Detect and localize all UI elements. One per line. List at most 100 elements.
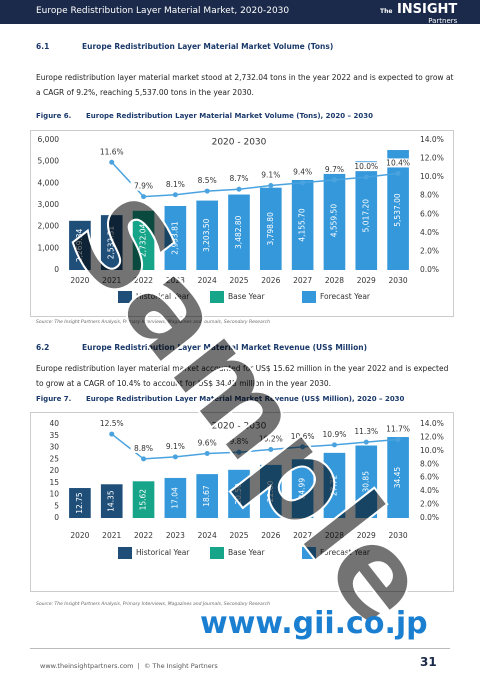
- x-tick-label: 2028: [325, 531, 344, 540]
- legend-swatch: [118, 291, 132, 303]
- legend-swatch: [118, 547, 132, 559]
- section-title: Europe Redistribution Layer Material Mar…: [82, 42, 334, 51]
- figure-title: Europe Redistribution Layer Material Mar…: [86, 112, 373, 120]
- bar: [291, 179, 314, 270]
- value-label: 8.1%: [166, 180, 185, 189]
- growth-marker: [236, 186, 242, 192]
- growth-marker: [268, 447, 274, 453]
- growth-marker: [109, 431, 115, 437]
- label-bg: [194, 438, 221, 448]
- growth-marker: [204, 451, 210, 457]
- x-tick-label: 2026: [261, 531, 280, 540]
- value-label: 14.35: [107, 490, 116, 512]
- footer-separator: |: [137, 662, 140, 670]
- value-label: 4,559.50: [329, 204, 338, 238]
- bar: [100, 484, 123, 518]
- value-label: 11.7%: [386, 424, 410, 433]
- label-bg: [289, 167, 316, 177]
- value-label: 9.1%: [166, 442, 185, 451]
- value-label: 30.85: [361, 471, 370, 493]
- x-tick-label: 2021: [102, 276, 121, 285]
- legend-label: Historical Year: [136, 292, 190, 301]
- y2-tick-label: 10.0%: [420, 446, 444, 455]
- growth-marker: [331, 177, 337, 183]
- bar: [164, 206, 187, 270]
- y2-tick-label: 12.0%: [420, 432, 444, 441]
- y-tick-label: 5: [54, 501, 59, 510]
- x-tick-label: 2028: [325, 276, 344, 285]
- growth-marker: [109, 159, 115, 165]
- growth-marker: [141, 194, 147, 200]
- logo-main: INSIGHT: [396, 2, 458, 17]
- y-tick-label: 1,000: [38, 243, 60, 252]
- bar: [323, 452, 346, 518]
- bar: [100, 215, 123, 270]
- value-label: 15.62: [139, 489, 148, 511]
- bar: [291, 459, 314, 518]
- growth-marker: [363, 174, 369, 180]
- bar: [387, 437, 409, 518]
- label-bg: [130, 181, 157, 191]
- footer-rule: [30, 648, 450, 649]
- bar: [196, 200, 218, 270]
- growth-marker: [300, 180, 306, 186]
- value-label: 8.8%: [134, 444, 153, 453]
- y2-tick-label: 4.0%: [420, 228, 439, 237]
- x-tick-label: 2030: [389, 531, 408, 540]
- y2-tick-label: 6.0%: [420, 209, 439, 218]
- growth-marker: [172, 454, 178, 460]
- value-label: 34.45: [393, 467, 402, 489]
- y2-tick-label: 14.0%: [420, 419, 444, 428]
- value-label: 10.2%: [259, 435, 283, 444]
- y-tick-label: 40: [49, 419, 59, 428]
- y-tick-label: 30: [49, 443, 59, 452]
- y-tick-label: 2,000: [38, 222, 60, 231]
- x-tick-label: 2023: [166, 531, 185, 540]
- label-bg: [226, 437, 252, 447]
- logo: The INSIGHT Partners: [380, 2, 457, 25]
- y-tick-label: 25: [49, 454, 59, 463]
- y2-tick-label: 0.0%: [420, 265, 439, 274]
- x-tick-label: 2030: [389, 276, 408, 285]
- growth-line: [111, 161, 399, 198]
- y-tick-label: 20: [49, 466, 59, 475]
- y-tick-label: 5,000: [38, 157, 60, 166]
- y-tick-label: 6,000: [38, 135, 60, 144]
- x-tick-label: 2020: [70, 531, 89, 540]
- growth-line: [111, 433, 399, 460]
- chart-title: 2020 - 2030: [212, 138, 267, 148]
- y2-tick-label: 6.0%: [420, 473, 439, 482]
- y2-tick-label: 8.0%: [420, 459, 439, 468]
- value-label: 8.5%: [198, 176, 217, 185]
- y-tick-label: 10: [49, 490, 59, 499]
- bar: [164, 477, 187, 518]
- logo-small: The: [380, 8, 393, 15]
- x-tick-label: 2020: [70, 276, 89, 285]
- y2-tick-label: 2.0%: [420, 246, 439, 255]
- y-tick-label: 15: [49, 478, 59, 487]
- label-bg: [385, 424, 412, 434]
- growth-marker: [236, 449, 242, 455]
- legend-label: Forecast Year: [320, 548, 371, 557]
- footer-website: www.theinsightpartners.com: [40, 662, 134, 670]
- figure-label: Figure 6.: [36, 112, 72, 120]
- value-label: 12.75: [75, 492, 84, 514]
- page-number: 31: [420, 655, 437, 669]
- legend-label: Historical Year: [136, 548, 190, 557]
- bar: [260, 187, 282, 270]
- y2-tick-label: 2.0%: [420, 500, 439, 509]
- value-label: 10.6%: [291, 432, 315, 441]
- bar: [228, 469, 250, 518]
- value-label: 9.8%: [229, 437, 248, 446]
- x-tick-label: 2029: [357, 531, 376, 540]
- growth-marker: [204, 188, 210, 194]
- value-label: 9.6%: [198, 439, 217, 448]
- label-bg: [353, 162, 380, 172]
- legend-swatch: [210, 547, 224, 559]
- source: Source: The Insight Partners Analysis, P…: [36, 602, 270, 607]
- value-label: 17.04: [170, 487, 179, 509]
- label-bg: [321, 164, 348, 174]
- label-bg: [289, 431, 316, 441]
- value-label: 2,269.34: [75, 228, 84, 262]
- value-label: 22.60: [266, 480, 275, 502]
